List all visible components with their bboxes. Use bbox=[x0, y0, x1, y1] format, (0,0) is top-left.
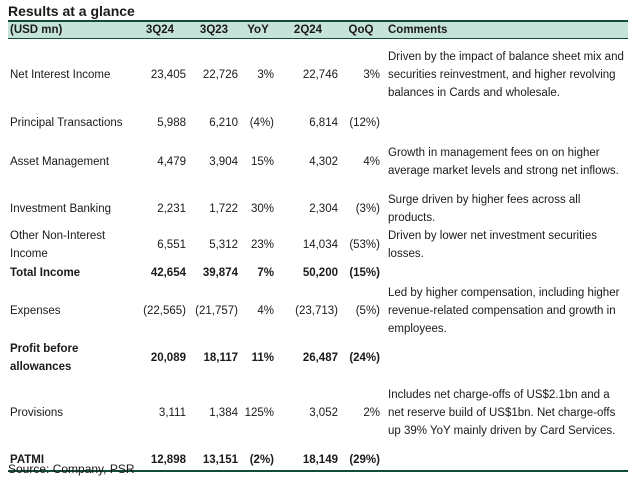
cell-comment: Driven by lower net investment securitie… bbox=[388, 230, 597, 260]
cell-qoq: (15%) bbox=[349, 267, 380, 279]
cell-2q24: 50,200 bbox=[302, 267, 338, 279]
cell-qoq: (5%) bbox=[355, 305, 380, 317]
cell-qoq: (24%) bbox=[349, 352, 380, 364]
cell-comment: Growth in management fees on on higher a… bbox=[388, 147, 619, 177]
header-qoq: QoQ bbox=[340, 22, 382, 39]
cell-comment bbox=[382, 263, 628, 283]
header-unit: (USD mn) bbox=[8, 22, 132, 39]
results-table: (USD mn) 3Q24 3Q23 YoY 2Q24 QoQ Comments… bbox=[8, 22, 628, 472]
cell-3q23: 18,117 bbox=[203, 352, 238, 364]
cell-2q24: 6,814 bbox=[309, 117, 338, 129]
cell-2q24: 2,304 bbox=[309, 202, 338, 215]
row-label: Provisions bbox=[10, 407, 64, 419]
row-label: Net Interest Income bbox=[10, 69, 111, 82]
cell-3q24: 5,988 bbox=[157, 117, 186, 129]
row-label: Other Non-Interest Income bbox=[10, 230, 106, 260]
row-label: Expenses bbox=[10, 305, 61, 317]
cell-yoy: (4%) bbox=[249, 117, 274, 129]
cell-comment: Includes net charge-offs of US$2.1bn and… bbox=[388, 389, 616, 437]
header-3q23: 3Q23 bbox=[188, 22, 240, 39]
row-label: Total Income bbox=[10, 267, 81, 279]
header-2q24: 2Q24 bbox=[276, 22, 340, 39]
cell-qoq: (3%) bbox=[355, 202, 380, 215]
cell-3q23: 13,151 bbox=[188, 449, 240, 472]
header-3q24: 3Q24 bbox=[132, 22, 188, 39]
cell-3q23: (21,757) bbox=[195, 305, 238, 317]
cell-2q24: 4,302 bbox=[309, 156, 338, 168]
cell-3q23: 22,726 bbox=[202, 69, 238, 82]
cell-yoy: 30% bbox=[250, 202, 274, 215]
cell-3q23: 1,722 bbox=[209, 202, 238, 215]
cell-2q24: 3,052 bbox=[309, 407, 338, 419]
cell-yoy: 3% bbox=[257, 69, 274, 82]
table-row-patmi: PATMI 12,898 13,151 (2%) 18,149 (29%) bbox=[8, 449, 628, 472]
cell-comment: Driven by the impact of balance sheet mi… bbox=[388, 51, 624, 100]
cell-3q24: 42,654 bbox=[150, 267, 186, 279]
cell-yoy: 23% bbox=[250, 239, 274, 251]
cell-2q24: 18,149 bbox=[276, 449, 340, 472]
cell-qoq: 3% bbox=[363, 69, 380, 82]
table-row-investment-banking: Investment Banking 2,231 1,722 30% 2,304… bbox=[8, 190, 628, 227]
cell-yoy: 4% bbox=[257, 305, 274, 317]
cell-qoq: (29%) bbox=[340, 449, 382, 472]
cell-3q24: 20,089 bbox=[150, 352, 186, 364]
cell-qoq: (53%) bbox=[349, 239, 380, 251]
cell-3q24: (22,565) bbox=[143, 305, 186, 317]
cell-3q24: 6,551 bbox=[157, 239, 186, 251]
table-row-provisions: Provisions 3,111 1,384 125% 3,052 2% Inc… bbox=[8, 377, 628, 449]
table-row-principal-transactions: Principal Transactions 5,988 6,210 (4%) … bbox=[8, 112, 628, 134]
cell-yoy: 15% bbox=[250, 156, 274, 168]
header-yoy: YoY bbox=[240, 22, 276, 39]
cell-2q24: 14,034 bbox=[302, 239, 338, 251]
row-label: Asset Management bbox=[10, 156, 110, 168]
cell-3q23: 3,904 bbox=[209, 156, 238, 168]
cell-comment: Surge driven by higher fees across all p… bbox=[388, 193, 581, 224]
table-row-net-interest-income: Net Interest Income 23,405 22,726 3% 22,… bbox=[8, 38, 628, 112]
cell-qoq: 4% bbox=[363, 156, 380, 168]
cell-3q24: 4,479 bbox=[157, 156, 186, 168]
table-row-other-non-interest-income: Other Non-Interest Income 6,551 5,312 23… bbox=[8, 227, 628, 263]
cell-2q24: 22,746 bbox=[302, 69, 338, 82]
cell-3q23: 6,210 bbox=[209, 117, 238, 129]
row-label: Investment Banking bbox=[10, 202, 112, 215]
cell-3q24: 12,898 bbox=[132, 449, 188, 472]
cell-comment: Led by higher compensation, including hi… bbox=[388, 287, 620, 335]
cell-3q23: 1,384 bbox=[209, 407, 238, 419]
cell-yoy: 7% bbox=[257, 267, 274, 279]
table-row-expenses: Expenses (22,565) (21,757) 4% (23,713) (… bbox=[8, 283, 628, 339]
cell-qoq: (12%) bbox=[349, 117, 380, 129]
table-row-total-income: Total Income 42,654 39,874 7% 50,200 (15… bbox=[8, 263, 628, 283]
header-comments: Comments bbox=[382, 22, 628, 39]
cell-3q24: 2,231 bbox=[157, 202, 186, 215]
source-note: Source: Company, PSR bbox=[8, 462, 135, 476]
cell-2q24: (23,713) bbox=[295, 305, 338, 317]
table-row-profit-before-allowances: Profit before allowances 20,089 18,117 1… bbox=[8, 339, 628, 377]
row-label: Principal Transactions bbox=[10, 117, 123, 129]
row-label: Profit before allowances bbox=[10, 343, 79, 373]
cell-yoy: 125% bbox=[244, 407, 274, 419]
row-label: PATMI bbox=[8, 449, 132, 472]
cell-yoy: (2%) bbox=[240, 449, 276, 472]
cell-comment bbox=[382, 112, 628, 134]
cell-3q24: 23,405 bbox=[150, 69, 186, 82]
page-title: Results at a glance bbox=[8, 2, 628, 22]
table-header-row: (USD mn) 3Q24 3Q23 YoY 2Q24 QoQ Comments bbox=[8, 22, 628, 39]
cell-comment bbox=[382, 339, 628, 377]
cell-qoq: 2% bbox=[363, 407, 380, 419]
table-row-asset-management: Asset Management 4,479 3,904 15% 4,302 4… bbox=[8, 134, 628, 190]
cell-3q23: 39,874 bbox=[202, 267, 238, 279]
cell-3q24: 3,111 bbox=[158, 407, 186, 419]
cell-yoy: 11% bbox=[251, 352, 274, 364]
cell-2q24: 26,487 bbox=[302, 352, 338, 364]
cell-comment bbox=[382, 449, 628, 472]
cell-3q23: 5,312 bbox=[209, 239, 238, 251]
